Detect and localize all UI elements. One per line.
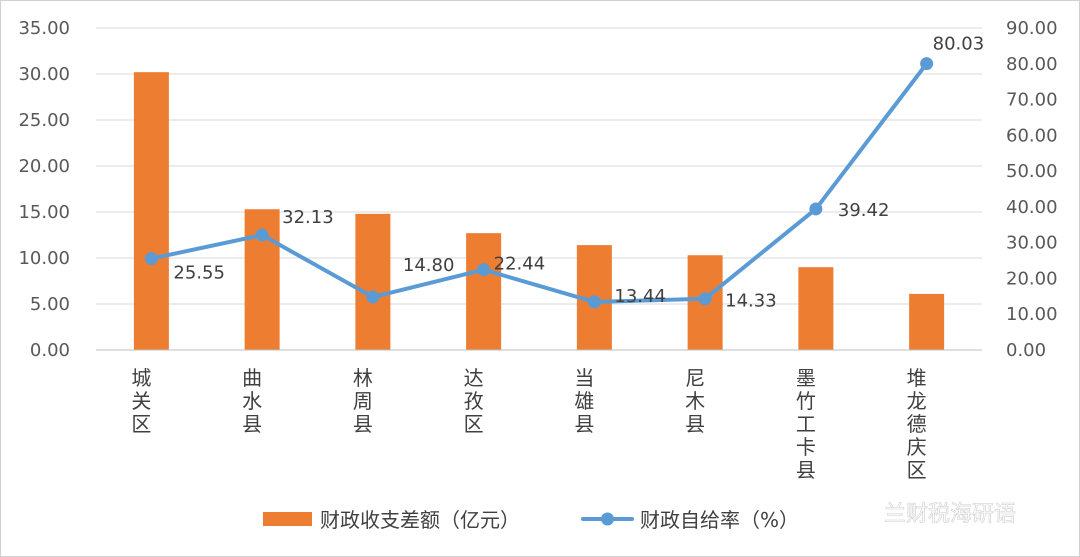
legend-label-bar: 财政收支差额（亿元）	[320, 508, 520, 532]
category-label: 城关区	[131, 366, 151, 436]
legend-label-line: 财政自给率（%）	[640, 508, 799, 532]
data-label: 14.80	[403, 255, 455, 276]
right-tick-label: 60.00	[1006, 125, 1058, 146]
data-point	[366, 290, 380, 304]
data-label: 32.13	[282, 207, 334, 228]
wechat-bubble-large	[845, 497, 871, 519]
data-point	[477, 263, 491, 277]
data-point	[144, 252, 158, 266]
gridlines	[96, 27, 982, 305]
category-label: 当雄县	[574, 366, 594, 436]
left-tick-label: 10.00	[18, 248, 70, 269]
line-series: 25.55 32.13 14.80 22.44 13.44 14.33 39.42 80.03	[144, 34, 985, 312]
data-label: 80.03	[933, 34, 985, 55]
left-tick-label: 5.00	[30, 294, 70, 315]
bar	[466, 233, 502, 350]
data-point	[255, 228, 269, 242]
legend-swatch-bar	[263, 512, 312, 526]
left-tick-label: 30.00	[18, 64, 70, 85]
right-axis-ticks: 0.00 10.00 20.00 30.00 40.00 50.00 60.00 70.00 8…	[1006, 18, 1058, 361]
data-point	[809, 202, 823, 216]
bar-series	[133, 72, 945, 350]
category-label: 达孜区	[464, 366, 484, 436]
right-tick-label: 50.00	[1006, 161, 1058, 182]
category-label: 林周县	[353, 366, 373, 436]
bar	[355, 213, 391, 350]
right-tick-label: 10.00	[1006, 304, 1058, 325]
watermark-text: 兰财税海研语	[884, 502, 1016, 527]
right-tick-label: 90.00	[1006, 18, 1058, 39]
data-label: 25.55	[173, 263, 225, 284]
category-label: 堆龙德庆区	[907, 366, 927, 482]
right-tick-label: 40.00	[1006, 197, 1058, 218]
legend-swatch-marker	[601, 512, 614, 526]
left-tick-label: 20.00	[18, 156, 70, 177]
bar	[798, 267, 834, 350]
data-point	[587, 295, 601, 309]
wechat-bubble-small	[859, 509, 881, 527]
right-tick-label: 0.00	[1006, 340, 1046, 361]
data-point	[698, 292, 712, 306]
left-tick-label: 0.00	[30, 340, 70, 361]
left-axis-ticks: 0.00 5.00 10.00 15.00 20.00 25.00 30.00 35.00	[18, 18, 70, 361]
bar	[909, 293, 945, 350]
data-point	[920, 57, 934, 71]
right-tick-label: 30.00	[1006, 233, 1058, 254]
data-label: 14.33	[725, 291, 777, 312]
bar	[133, 72, 169, 350]
right-tick-label: 20.00	[1006, 268, 1058, 289]
category-label: 曲水县	[242, 366, 262, 436]
series-line	[149, 61, 929, 304]
right-tick-label: 80.00	[1006, 54, 1058, 75]
legend: 财政收支差额（亿元） 财政自给率（%）	[263, 508, 799, 532]
left-tick-label: 25.00	[18, 110, 70, 131]
left-tick-label: 35.00	[18, 18, 70, 39]
category-label: 尼木县	[685, 366, 705, 436]
left-tick-label: 15.00	[18, 202, 70, 223]
category-label: 墨竹工卡县	[796, 366, 816, 482]
watermark: 兰财税海研语	[845, 497, 1016, 527]
data-label: 22.44	[494, 254, 546, 275]
data-label: 39.42	[838, 200, 890, 221]
wechat-icon	[845, 497, 881, 527]
right-tick-label: 70.00	[1006, 90, 1058, 111]
data-label: 13.44	[614, 286, 666, 307]
category-labels: 城关区 曲水县 林周县 达孜区 当雄县 尼木县 墨竹工卡县 堆龙德庆区	[131, 366, 926, 482]
